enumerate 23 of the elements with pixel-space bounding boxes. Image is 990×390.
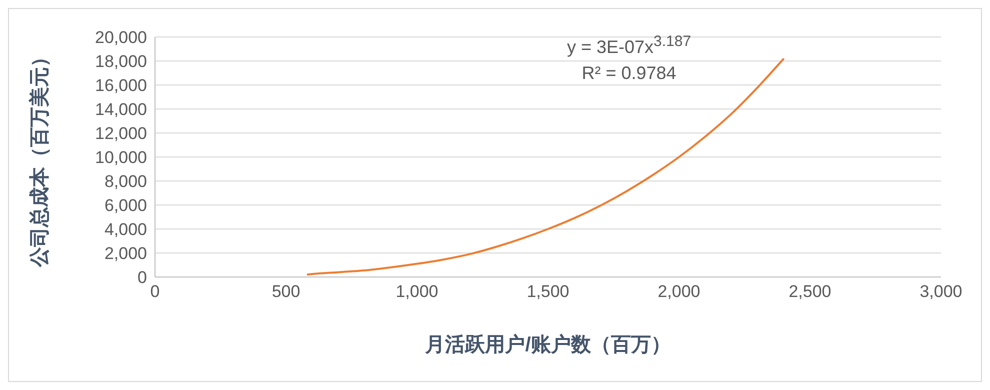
y-tick-label: 2,000 [104,244,147,264]
y-tick-label: 8,000 [104,172,147,192]
y-tick-label: 6,000 [104,196,147,216]
x-tick-label: 2,000 [658,282,700,302]
y-tick-label: 16,000 [95,76,147,96]
y-tick-label: 10,000 [95,148,147,168]
x-tick-label: 3,000 [920,282,962,302]
y-tick-label: 20,000 [95,28,147,48]
line-series [306,58,785,276]
y-tick-label: 14,000 [95,100,147,120]
annotation: R² = 0.9784 [580,62,678,85]
x-tick-label: 0 [150,282,160,302]
x-tick-label: 500 [272,282,300,302]
x-tick-label: 2,500 [788,282,832,302]
x-tick-label: 1,000 [396,282,438,302]
annotation: y = 3E-07x$^{3.187}$ [566,32,692,59]
y-tick-label: 18,000 [95,52,147,72]
x-tick-label: 1,500 [526,282,570,302]
y-axis-title: 公司总成本（百万美元） [28,47,52,268]
y-tick-label: 4,000 [104,220,147,240]
y-tick-label: 12,000 [95,124,147,144]
x-axis-title: 月活跃用户/账户数（百万） [424,333,671,356]
y-tick-label: 0 [138,268,147,288]
